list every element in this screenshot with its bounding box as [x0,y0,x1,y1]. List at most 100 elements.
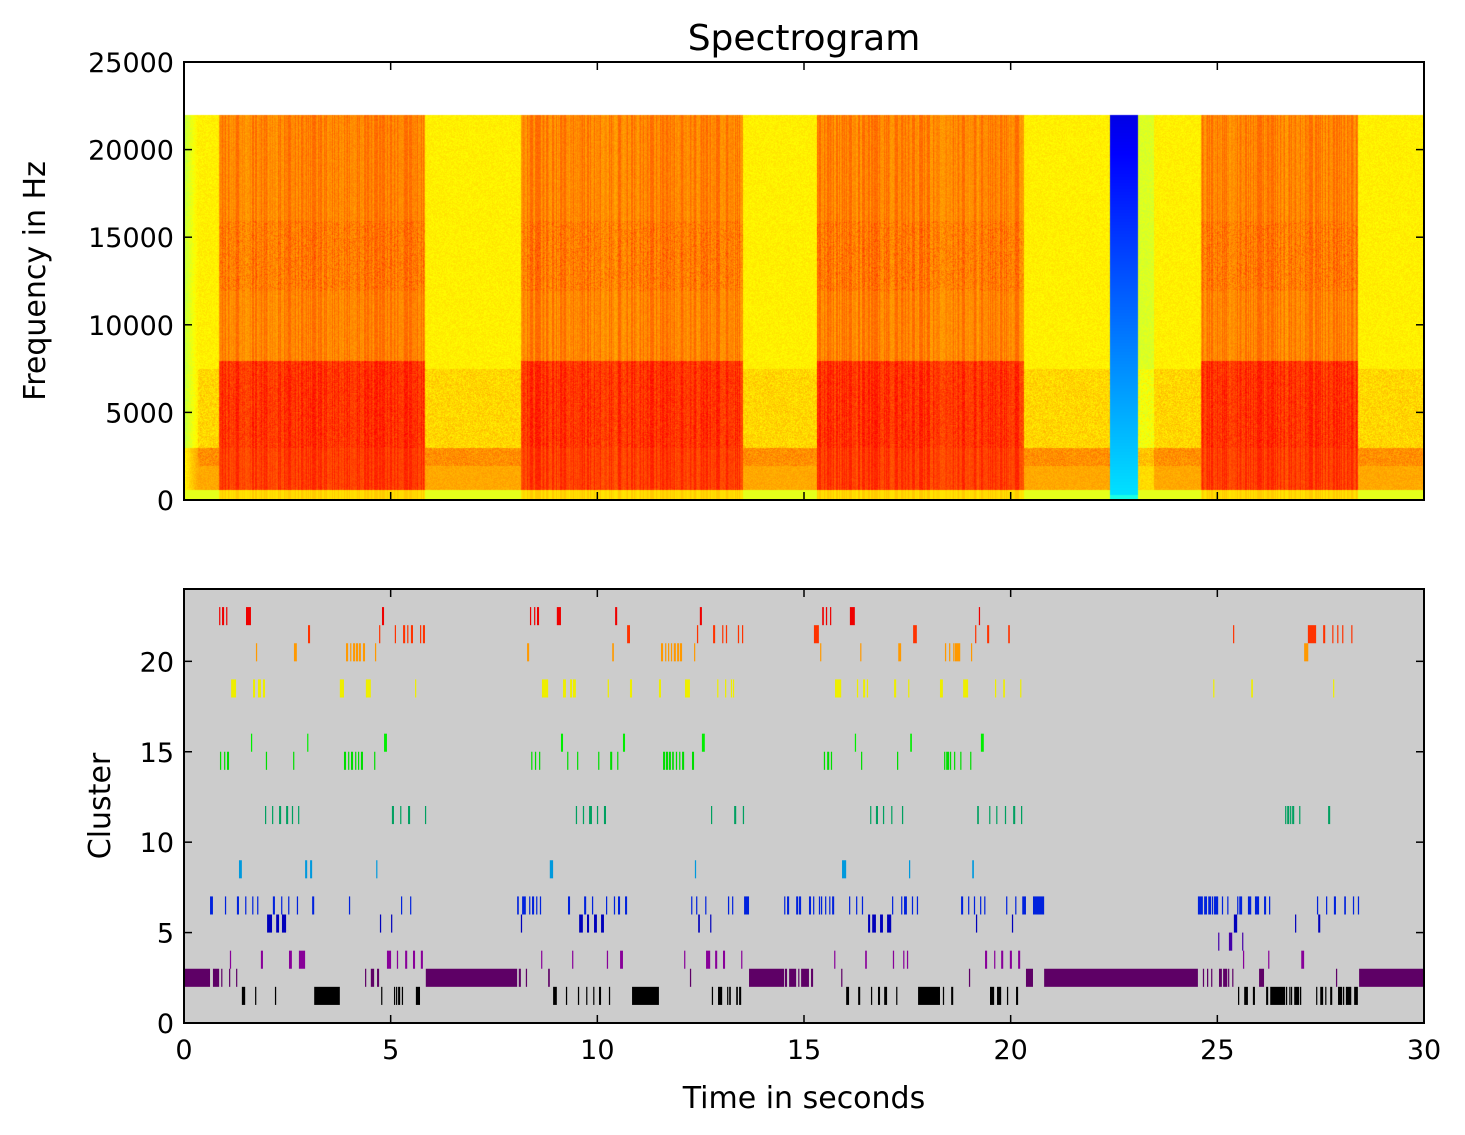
cluster-plot-background [184,589,1424,1023]
cluster-6-event [1247,896,1252,915]
cluster-5-event [587,914,590,933]
cluster-1-event [718,986,723,1005]
cluster-18-event [1251,679,1253,698]
cluster-15-event [250,733,253,752]
cluster-21-event [422,625,425,644]
cluster-20-event [346,643,349,662]
cluster-2-event [1359,968,1424,987]
cluster-6-event [832,896,835,915]
cluster-3-event [684,950,686,969]
cluster-14-event [679,751,681,770]
cluster-11-event [279,806,282,825]
cluster-1-event [1238,986,1240,1005]
cluster-1-event [1320,986,1324,1005]
cluster-6-event [410,896,412,915]
cluster-18-event [339,679,344,698]
cluster-6-event [401,896,403,915]
cluster-6-event [1254,896,1260,915]
y-tick-label: 0 [157,1009,174,1040]
cluster-21-event [1351,625,1353,644]
y-tick-label: 0 [157,486,174,517]
cluster-20-event [660,643,664,662]
x-tick-label: 15 [787,1035,821,1066]
cluster-21-event [722,625,724,644]
cluster-11-event [742,806,745,825]
cluster-11-event [901,806,904,825]
x-tick-label: 0 [175,1035,192,1066]
cluster-14-event [374,751,376,770]
cluster-6-event [1211,896,1214,915]
cluster-18-event [863,679,866,698]
cluster-11-event [596,806,599,825]
cluster-6-event [257,896,259,915]
cluster-14-event [343,751,347,770]
cluster-20-event [668,643,670,662]
x-tick-label: 30 [1407,1035,1441,1066]
cluster-14-event [219,751,222,770]
cluster-20-event [860,643,862,662]
cluster-6-event [813,896,815,915]
cluster-1-event [255,986,257,1005]
cluster-6-event [1333,896,1336,915]
cluster-1-event [241,986,246,1005]
cluster-1-event [565,986,568,1005]
cluster-11-event [1013,806,1016,825]
cluster-6-event [1239,896,1243,915]
cluster-2-event [801,968,809,987]
cluster-14-event [675,751,678,770]
cluster-2-event [811,968,814,987]
cluster-18-event [684,679,690,698]
cluster-21-event [737,625,740,644]
cluster-1-event [632,986,659,1005]
cluster-5-event [594,914,597,933]
cluster-18-event [607,679,609,698]
cluster-21-event [725,625,728,644]
cluster-6-event [522,896,526,915]
cluster-6-event [1344,896,1346,915]
cluster-14-event [617,751,619,770]
cluster-11-event [400,806,402,825]
cluster-1-event [884,986,888,1005]
cluster-6-event [732,896,734,915]
cluster-20-event [944,643,947,662]
cluster-1-event [1285,986,1288,1005]
y-tick-label: 15000 [88,223,174,254]
cluster-3-event [606,950,609,969]
cluster-20-event [612,643,614,662]
cluster-6-event [1221,896,1224,915]
cluster-3-event [722,950,726,969]
x-tick-label: 20 [993,1035,1027,1066]
cluster-6-event [961,896,964,915]
cluster-1-event [274,986,277,1005]
cluster-21-event [627,625,630,644]
spectrogram-frame [183,61,1425,501]
cluster-8-event [972,860,974,879]
cluster-8-event [549,860,554,879]
cluster-20-event [820,643,822,662]
cluster-1-event [951,986,954,1005]
cluster-6-event [536,896,538,915]
y-tick-label: 20000 [88,136,174,167]
cluster-21-event [1337,625,1339,644]
cluster-14-event [224,751,226,770]
cluster-6-event [911,896,914,915]
cluster-6-event [861,896,864,915]
cluster-8-event [305,860,308,879]
cluster-3-event [260,950,263,969]
cluster-1-event [877,986,881,1005]
cluster-1-event [398,986,401,1005]
cluster-1-event [997,986,1002,1005]
cluster-20-event [680,643,683,662]
cluster-14-event [265,751,268,770]
cluster-6-event [796,896,799,915]
cluster-11-event [1292,806,1295,825]
cluster-18-event [1213,679,1215,698]
cluster-14-event [663,751,666,770]
cluster-3-event [1009,950,1012,969]
cluster-21-event [1323,625,1326,644]
cluster-14-event [672,751,674,770]
cluster-6-event [1357,896,1360,915]
cluster-6-event [1204,896,1207,915]
cluster-15-event [622,733,626,752]
